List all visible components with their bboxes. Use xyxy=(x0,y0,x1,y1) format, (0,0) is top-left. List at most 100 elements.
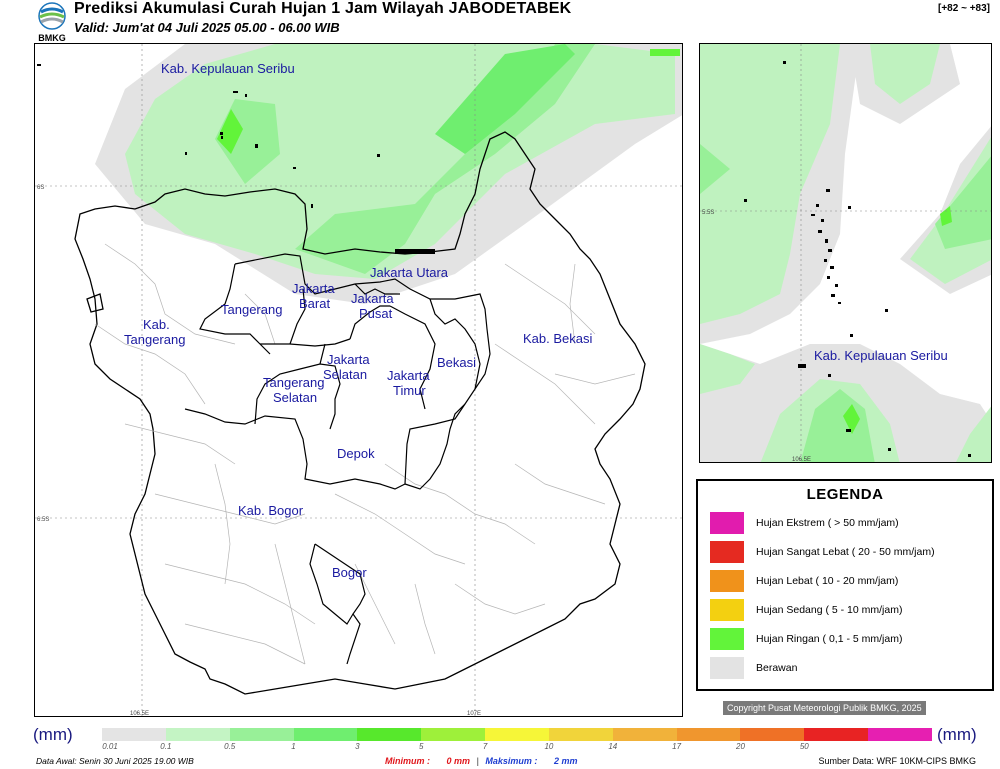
scale-segment xyxy=(102,728,166,741)
region-label-bogor: Bogor xyxy=(332,565,367,580)
region-label-kab-kepulauan-seribu: Kab. Kepulauan Seribu xyxy=(161,61,295,76)
scale-tick-label: 0.1 xyxy=(160,742,172,751)
inset-islands xyxy=(744,61,971,457)
scale-segment xyxy=(612,728,677,741)
region-label-kab-tangerang-1: Kab. xyxy=(143,317,170,332)
legend-swatch xyxy=(710,541,744,563)
scale-segment xyxy=(357,728,422,741)
region-label-jakarta-selatan-2: Selatan xyxy=(323,367,367,382)
scale-unit-right: (mm) xyxy=(937,725,977,744)
region-labels: Kab. Kepulauan Seribu Jakarta Utara Jaka… xyxy=(124,61,592,580)
scale-segment xyxy=(421,728,486,741)
inset-map-canvas: 5.5S 106.5E Kab. Kepulauan Seribu xyxy=(700,44,991,463)
coord-label-107e: 107E xyxy=(467,711,481,717)
min-max-readout: Minimum : 0 mm | Maksimum : 2 mm xyxy=(385,756,577,766)
scale-segment xyxy=(740,728,805,741)
coord-label-6s: 6S xyxy=(37,185,44,191)
data-source-text: Sumber Data: WRF 10KM-CIPS BMKG xyxy=(818,756,976,766)
region-label-tangerang-selatan-1: Tangerang xyxy=(263,375,324,390)
scale-tick-label: 0.01 xyxy=(102,742,118,751)
legend-label: Hujan Ekstrem ( > 50 mm/jam) xyxy=(756,517,899,529)
region-label-depok: Depok xyxy=(337,446,375,461)
legend-label: Hujan Sedang ( 5 - 10 mm/jam) xyxy=(756,604,903,616)
scale-segment xyxy=(868,728,932,741)
main-map-canvas: 6S 6.5S 106.5E 107E Kab. Kepulauan Serib… xyxy=(35,44,682,717)
main-map[interactable]: 6S 6.5S 106.5E 107E Kab. Kepulauan Serib… xyxy=(34,43,683,717)
legend-item-berawan: Berawan xyxy=(710,657,797,679)
scale-segment xyxy=(804,728,869,741)
scale-segment xyxy=(229,728,294,741)
region-label-jakarta-barat-2: Barat xyxy=(299,296,330,311)
scale-tick-label: 17 xyxy=(672,742,682,751)
scale-tick-label: 1 xyxy=(291,742,296,751)
region-label-tangerang-selatan-2: Selatan xyxy=(273,390,317,405)
scale-segment xyxy=(548,728,613,741)
region-label-jakarta-barat-1: Jakarta xyxy=(292,281,335,296)
scale-segment xyxy=(676,728,741,741)
legend-label: Hujan Ringan ( 0,1 - 5 mm/jam) xyxy=(756,633,903,645)
data-awal-text: Data Awal: Senin 30 Juni 2025 19.00 WIB xyxy=(36,756,194,766)
valid-time: Valid: Jum'at 04 Juli 2025 05.00 - 06.00… xyxy=(74,20,340,35)
land-outline xyxy=(74,131,646,695)
maximum-label: Maksimum : xyxy=(485,756,538,766)
legend-item-hujan-sedang: Hujan Sedang ( 5 - 10 mm/jam) xyxy=(710,599,902,621)
region-label-bekasi: Bekasi xyxy=(437,355,476,370)
scale-tick-label: 5 xyxy=(418,742,424,751)
legend-swatch xyxy=(710,657,744,679)
maximum-value: 2 mm xyxy=(553,756,578,766)
separator: | xyxy=(476,756,479,766)
legend-swatch xyxy=(710,570,744,592)
scale-tick-label: 20 xyxy=(736,742,745,751)
legend-item-hujan-ringan: Hujan Ringan ( 0,1 - 5 mm/jam) xyxy=(710,628,902,650)
legend-swatch xyxy=(710,512,744,534)
region-label-jakarta-utara: Jakarta Utara xyxy=(370,265,449,280)
inset-region-label-kab-kepulauan-seribu: Kab. Kepulauan Seribu xyxy=(814,348,948,363)
copyright-notice: Copyright Pusat Meteorologi Publik BMKG,… xyxy=(723,701,926,715)
legend-label: Berawan xyxy=(756,662,798,674)
graticule xyxy=(35,44,682,716)
island-specks xyxy=(37,64,435,254)
legend-item-hujan-sangat-lebat: Hujan Sangat Lebat ( 20 - 50 mm/jam) xyxy=(710,541,935,563)
scale-tick-label: 7 xyxy=(482,742,488,751)
scale-tick-label: 3 xyxy=(355,742,360,751)
region-label-jakarta-pusat-2: Pusat xyxy=(359,306,393,321)
legend-swatch xyxy=(710,628,744,650)
legend-label: Hujan Sangat Lebat ( 20 - 50 mm/jam) xyxy=(756,546,935,558)
legend-title: LEGENDA xyxy=(806,486,884,503)
minimum-label: Minimum : xyxy=(385,756,430,766)
rain-field-overlay xyxy=(95,44,682,304)
legend-panel: LEGENDA Hujan Ekstrem ( > 50 mm/jam) Huj… xyxy=(696,479,994,691)
scale-tick-label: 0.5 xyxy=(224,742,236,751)
scale-tick-label: 14 xyxy=(608,742,618,751)
legend-swatch xyxy=(710,599,744,621)
inset-graticule xyxy=(700,44,991,462)
forecast-range-code: [+82 ~ +83] xyxy=(938,3,990,14)
color-scale-bar xyxy=(102,728,932,741)
coord-label-106-5e: 106.5E xyxy=(130,711,149,717)
inset-map-kepulauan-seribu[interactable]: 5.5S 106.5E Kab. Kepulauan Seribu xyxy=(699,43,992,463)
coord-label-6-5s: 6.5S xyxy=(37,517,49,523)
region-label-kab-bogor: Kab. Bogor xyxy=(238,503,304,518)
region-label-jakarta-timur-1: Jakarta xyxy=(387,368,430,383)
inset-coord-label-5-5s: 5.5S xyxy=(702,210,714,216)
scale-unit-left: (mm) xyxy=(33,725,73,744)
scale-tick-label: 50 xyxy=(799,742,809,751)
region-label-jakarta-timur-2: Timur xyxy=(393,383,426,398)
legend-item-hujan-lebat: Hujan Lebat ( 10 - 20 mm/jam) xyxy=(710,570,898,592)
city-borders xyxy=(184,253,491,665)
region-label-kab-bekasi: Kab. Bekasi xyxy=(523,331,592,346)
inset-coord-label-106-5e: 106.5E xyxy=(792,457,811,463)
minimum-value: 0 mm xyxy=(446,756,471,766)
region-label-kab-tangerang-2: Tangerang xyxy=(124,332,185,347)
color-scale-ticks: 0.01 0.1 0.5 1 3 5 7 10 14 17 20 50 xyxy=(102,742,932,754)
logo-text: BMKG xyxy=(38,33,66,42)
scale-segment xyxy=(485,728,549,741)
district-borders xyxy=(94,243,636,665)
scale-segment xyxy=(165,728,230,741)
legend-label: Hujan Lebat ( 10 - 20 mm/jam) xyxy=(756,575,899,587)
legend-item-hujan-ekstrem: Hujan Ekstrem ( > 50 mm/jam) xyxy=(710,512,899,534)
region-label-jakarta-pusat-1: Jakarta xyxy=(351,291,394,306)
region-label-jakarta-selatan-1: Jakarta xyxy=(327,352,370,367)
region-label-tangerang: Tangerang xyxy=(221,302,282,317)
bmkg-logo: BMKG xyxy=(38,2,66,42)
